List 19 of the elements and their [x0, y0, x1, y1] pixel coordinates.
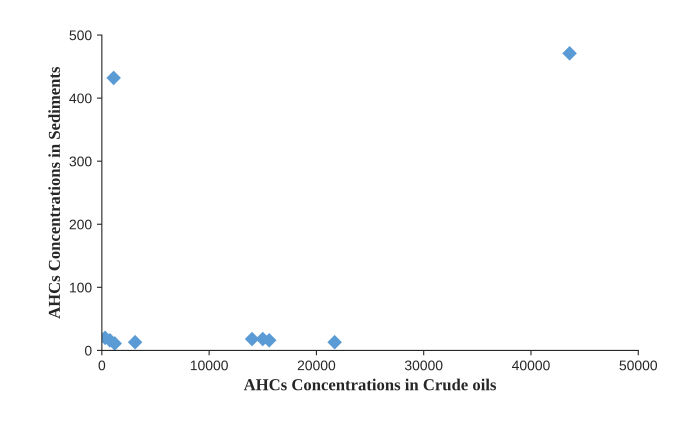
- point: [562, 46, 577, 61]
- x-tick-label: 50000: [620, 360, 658, 370]
- x-tick-label: 10000: [190, 360, 228, 370]
- y-tick-label: 0: [84, 346, 92, 356]
- point: [128, 334, 142, 350]
- y-tick-label: 400: [69, 93, 92, 104]
- x-axis-title: AHCs Concentrations in Crude oils: [244, 378, 496, 390]
- y-tick-label: 100: [70, 282, 92, 292]
- point: [327, 334, 342, 350]
- point: [244, 332, 260, 346]
- y-axis-title: AHCs Concentrations in Sediments: [48, 66, 60, 319]
- x-tick-label: 20000: [298, 360, 336, 370]
- x-tick-label: 40000: [512, 360, 550, 370]
- x-tick-label: 0: [98, 360, 106, 370]
- x-tick-label: 30000: [404, 360, 442, 370]
- y-tick-label: 500: [70, 30, 92, 40]
- point: [106, 70, 121, 86]
- y-tick-label: 200: [70, 220, 92, 230]
- y-tick-label: 300: [69, 156, 92, 166]
